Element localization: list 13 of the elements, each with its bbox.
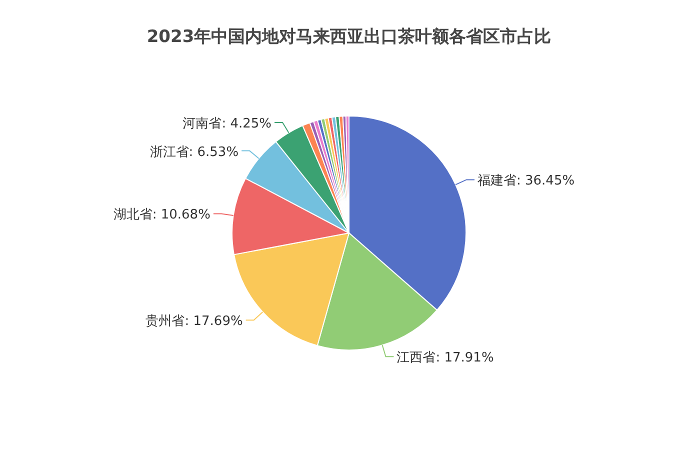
slice-label: 湖北省 <box>113 208 152 223</box>
chart-title: 2023年中国内地对马来西亚出口茶叶额各省区市占比 <box>146 27 552 47</box>
data-label: : 6.53% <box>188 144 239 160</box>
slice-label: 河南省 <box>182 116 222 132</box>
data-label: : 17.69% <box>184 314 243 330</box>
data-label: : 17.91% <box>436 350 494 366</box>
slice-label: 贵州省 <box>146 314 185 330</box>
slice-label: 福建省 <box>477 174 516 189</box>
data-label: : 4.25% <box>222 116 272 132</box>
slice-label: 浙江省 <box>150 144 189 160</box>
data-label: : 10.68% <box>152 208 210 223</box>
slice-label: 江西省 <box>396 350 436 366</box>
data-label: : 36.45% <box>516 174 575 189</box>
